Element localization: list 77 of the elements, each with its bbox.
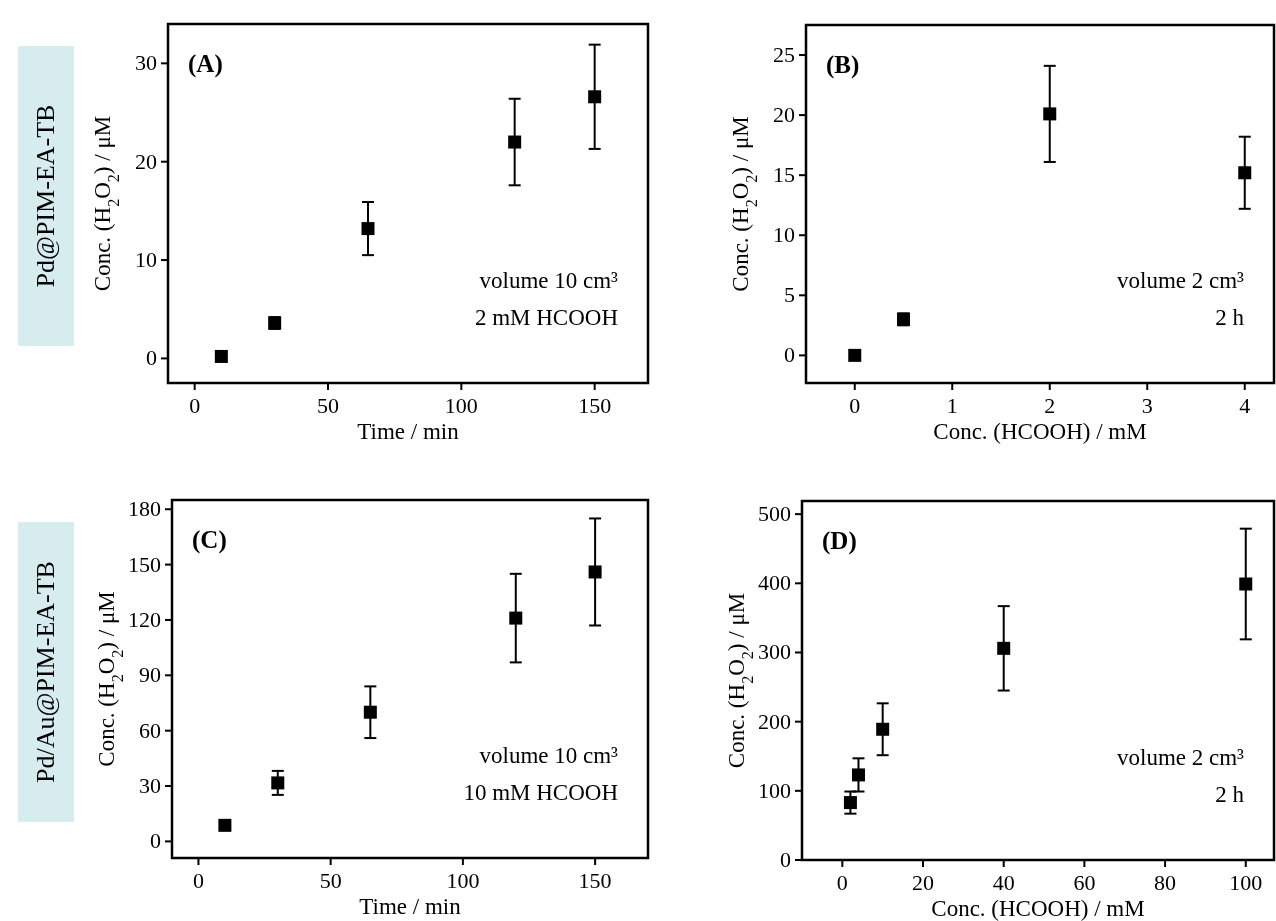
y-tick-label: 100: [758, 777, 791, 803]
annotation: 10 mM HCOOH: [463, 780, 618, 805]
y-tick-label: 30: [139, 773, 161, 799]
y-tick-label: 0: [150, 828, 161, 854]
y-tick-label: 150: [128, 551, 161, 577]
point: [509, 611, 523, 625]
x-axis-title: Conc. (HCOOH) / mM: [931, 896, 1145, 921]
y-tick-label: 0: [780, 847, 791, 872]
point: [876, 722, 890, 736]
x-axis-title: Conc. (HCOOH) / mM: [933, 419, 1147, 444]
annotation: (C): [192, 526, 227, 554]
y-tick-label: 25: [773, 42, 795, 68]
annotation: 2 h: [1215, 782, 1245, 807]
point: [843, 796, 857, 810]
x-tick-label: 3: [1141, 393, 1153, 418]
point: [1238, 166, 1252, 180]
annotation: (A): [188, 50, 223, 78]
y-tick-label: 0: [146, 345, 157, 371]
annotation: volume 10 cm³: [479, 268, 619, 293]
x-tick-label: 150: [578, 393, 612, 418]
y-tick-label: 15: [773, 162, 795, 188]
annotation: (B): [826, 51, 860, 79]
point: [1043, 107, 1057, 121]
x-tick-label: 4: [1239, 393, 1251, 418]
y-tick-label: 120: [128, 606, 161, 632]
y-tick-label: 60: [139, 717, 161, 743]
y-tick-label: 500: [758, 501, 791, 527]
x-tick-label: 100: [1229, 870, 1263, 895]
y-tick-label: 5: [784, 282, 795, 308]
annotation: volume 2 cm³: [1117, 745, 1245, 770]
point: [361, 222, 375, 236]
point: [588, 565, 602, 579]
point: [214, 349, 228, 363]
x-tick-label: 100: [444, 393, 478, 418]
x-tick-label: 60: [1073, 870, 1096, 895]
annotation: 2 h: [1215, 305, 1245, 330]
text: Pd/Au@PIM-EA-TB: [31, 561, 60, 783]
x-tick-label: 100: [446, 868, 480, 893]
y-tick-label: 20: [135, 148, 157, 174]
annotation: volume 10 cm³: [479, 743, 619, 768]
annotation: volume 2 cm³: [1117, 268, 1245, 293]
y-tick-label: 300: [758, 639, 791, 665]
x-tick-label: 20: [912, 870, 935, 895]
x-tick-label: 80: [1154, 870, 1177, 895]
x-tick-label: 1: [946, 393, 958, 418]
point: [851, 768, 865, 782]
point: [1239, 577, 1253, 591]
point: [271, 776, 285, 790]
point: [363, 705, 377, 719]
x-axis-title: Time / min: [357, 419, 460, 444]
point: [997, 641, 1011, 655]
y-tick-label: 90: [139, 662, 161, 688]
y-tick-label: 180: [128, 496, 161, 522]
y-tick-label: 10: [773, 222, 795, 248]
y-tick-label: 0: [784, 342, 795, 368]
point: [508, 135, 522, 149]
point: [848, 348, 862, 362]
point: [588, 90, 602, 104]
y-tick-label: 30: [135, 50, 157, 76]
annotation: (D): [822, 527, 857, 555]
x-tick-label: 0: [849, 393, 861, 418]
y-tick-label: 200: [758, 708, 791, 734]
y-tick-label: 10: [135, 247, 157, 273]
x-tick-label: 0: [192, 868, 204, 893]
x-tick-label: 2: [1044, 393, 1056, 418]
y-tick-label: 400: [758, 570, 791, 596]
x-tick-label: 50: [319, 868, 342, 893]
x-tick-label: 40: [992, 870, 1015, 895]
point: [218, 818, 232, 832]
x-tick-label: 0: [836, 870, 848, 895]
annotation: 2 mM HCOOH: [474, 305, 618, 330]
x-tick-label: 0: [189, 393, 201, 418]
x-axis-title: Time / min: [359, 894, 462, 919]
x-tick-label: 150: [578, 868, 612, 893]
y-tick-label: 20: [773, 102, 795, 128]
text: Pd@PIM-EA-TB: [31, 104, 60, 288]
x-tick-label: 50: [317, 393, 339, 418]
